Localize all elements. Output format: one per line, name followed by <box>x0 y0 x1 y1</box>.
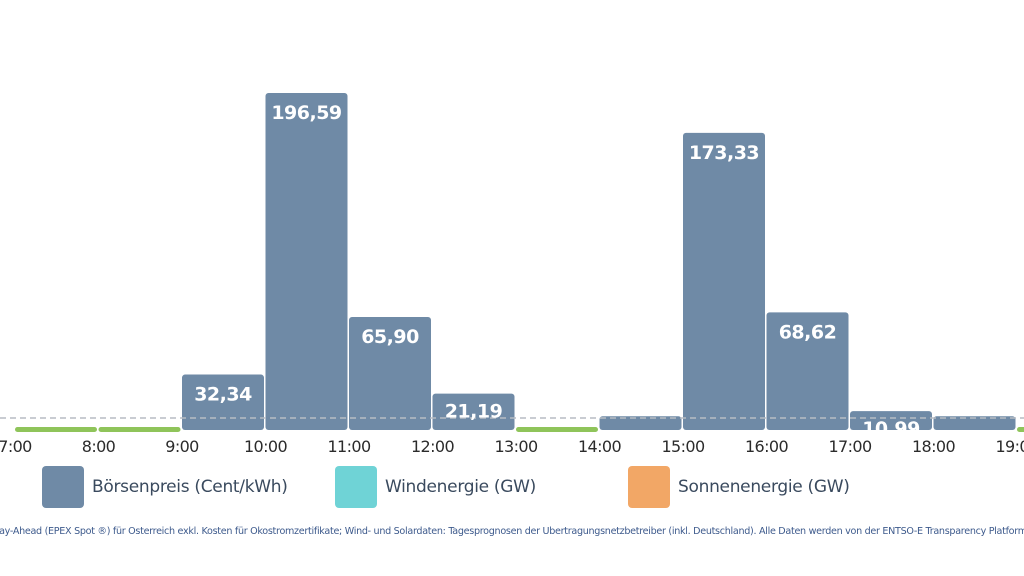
bar-10:00 <box>265 93 348 430</box>
bar-value-label: 68,62 <box>779 321 837 343</box>
x-tick-label: 14:00 <box>578 437 622 456</box>
negative-price-segment <box>15 427 97 432</box>
legend-item-solar: Sonnenenergie (GW) <box>628 465 850 509</box>
legend-item-price: Börsenpreis (Cent/kWh) <box>42 465 288 509</box>
bar-value-label: 173,33 <box>689 142 759 164</box>
x-tick-label: 10:00 <box>244 437 288 456</box>
bar-labels-layer: 32,34 196,59 65,90 21,19 173,33 68,62 10,99 <box>194 102 920 440</box>
bar-15:00 <box>683 132 765 431</box>
legend-label-price: Börsenpreis (Cent/kWh) <box>92 477 288 497</box>
x-axis-ticks: 7:00 8:00 9:00 10:00 11:00 12:00 13:00 14:00 15:… <box>0 437 1024 456</box>
bar-18:00 <box>933 416 1016 430</box>
negative-price-segment <box>98 427 181 432</box>
bar-16:00 <box>766 312 849 430</box>
bar-value-label: 65,90 <box>361 326 419 348</box>
x-tick-label: 11:00 <box>327 437 371 456</box>
bar-value-label: 10,99 <box>862 418 920 440</box>
x-tick-label: 15:00 <box>661 437 705 456</box>
x-tick-label: 7:00 <box>0 437 32 456</box>
footnote: Day-Ahead (EPEX Spot ®) für Österreich e… <box>0 526 1024 537</box>
bar-9:00 <box>182 374 264 430</box>
x-tick-label: 8:00 <box>82 437 116 456</box>
legend-swatch-wind <box>335 466 377 508</box>
x-tick-label: 16:00 <box>745 437 789 456</box>
bar-value-label: 21,19 <box>445 401 503 423</box>
legend-label-wind: Windenergie (GW) <box>385 477 536 497</box>
x-tick-label: 13:00 <box>494 437 538 456</box>
x-tick-label: 18:00 <box>912 437 956 456</box>
x-tick-label: 9:00 <box>165 437 199 456</box>
legend: Börsenpreis (Cent/kWh) Windenergie (GW) … <box>0 465 1024 509</box>
legend-swatch-solar <box>628 466 670 508</box>
legend-label-solar: Sonnenenergie (GW) <box>678 477 850 497</box>
bar-12:00 <box>432 393 515 430</box>
negative-price-segment <box>1017 427 1024 432</box>
negative-price-segment <box>516 427 598 432</box>
bar-17:00 <box>850 411 932 430</box>
bar-chart: 32,34 196,59 65,90 21,19 173,33 68,62 10,99 7:… <box>0 93 1024 456</box>
x-tick-label: 12:00 <box>411 437 455 456</box>
bar-value-label: 196,59 <box>271 102 341 124</box>
bars-layer <box>182 93 1016 431</box>
x-tick-label: 19:00 <box>995 437 1024 456</box>
x-tick-label: 17:00 <box>828 437 872 456</box>
legend-swatch-price <box>42 466 84 508</box>
bar-11:00 <box>349 317 431 430</box>
legend-item-wind: Windenergie (GW) <box>335 465 536 509</box>
negative-segments-layer <box>15 427 1024 432</box>
bar-value-label: 32,34 <box>194 384 252 406</box>
bar-14:00 <box>599 416 682 430</box>
